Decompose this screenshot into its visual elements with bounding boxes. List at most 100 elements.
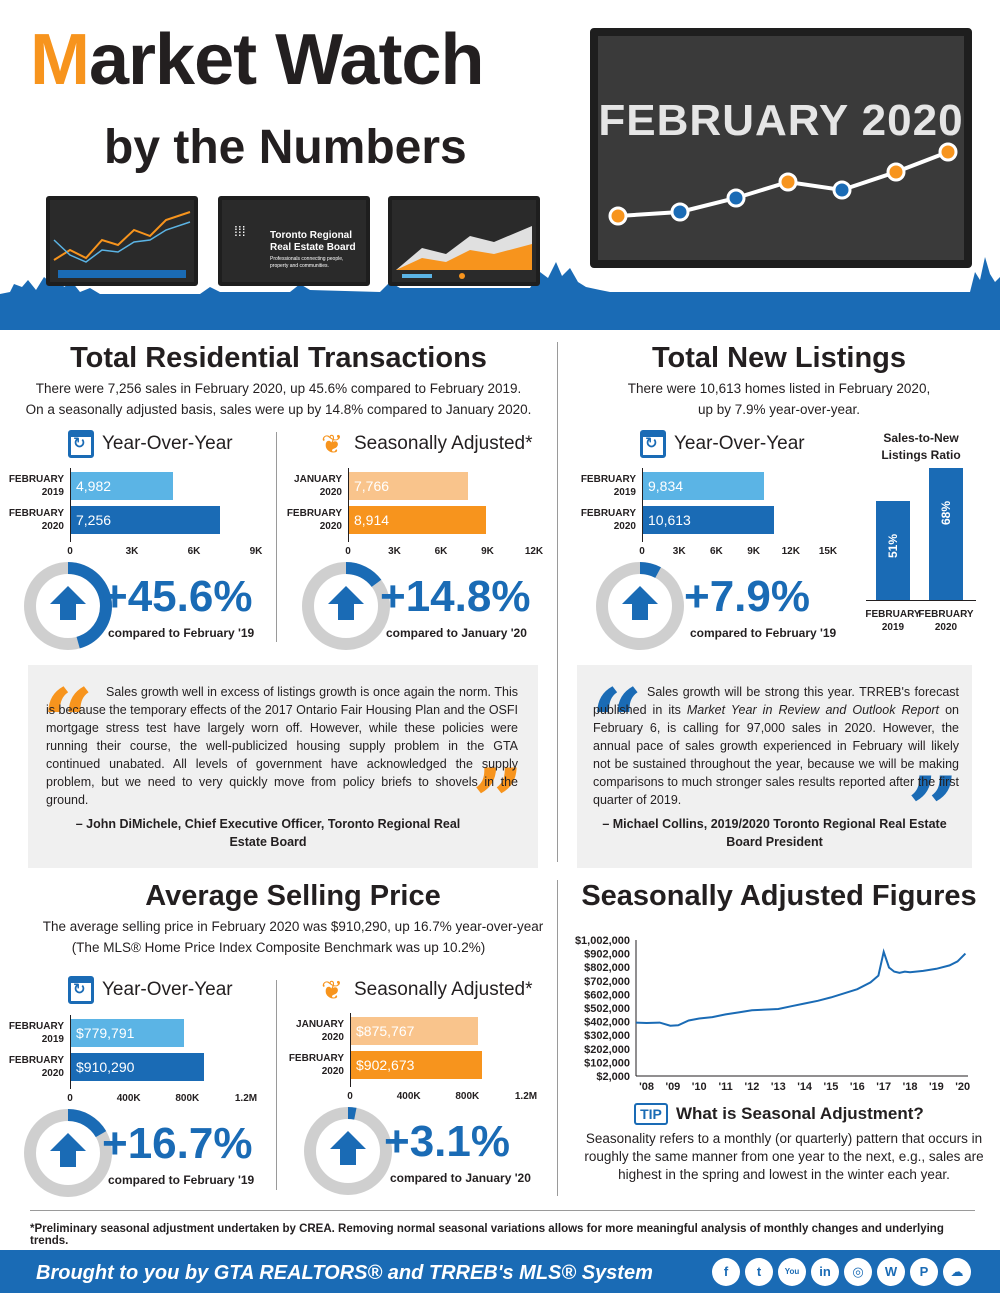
price-yoy-tick: 800K [175, 1093, 200, 1104]
transactions-yoy-row-label-line2: 2020 [41, 521, 64, 532]
listings-quote-italic: Market Year in Review and Outlook Report [686, 703, 940, 717]
listings-title: Total New Listings [651, 342, 907, 374]
price-yoy-row-label: FEBRUARY 2019 [2, 1020, 64, 1046]
monitor-area-chart [388, 196, 540, 286]
pinterest-icon[interactable]: P [910, 1258, 938, 1286]
tip-badge: TIP [634, 1103, 668, 1125]
transactions-yoy-donut [24, 562, 112, 650]
y-tick-label: $402,000 [584, 1017, 630, 1029]
price-yoy-percent: +16.7% [102, 1119, 253, 1168]
close-quote-icon: ” [472, 749, 524, 855]
listings-yoy-tick: 3K [672, 546, 686, 557]
listings-yoy-caption: compared to February '19 [690, 626, 837, 640]
transactions-sa-row-label: JANUARY 2020 [280, 473, 342, 499]
footnote: *Preliminary seasonal adjustment underta… [30, 1223, 944, 1247]
x-tick-label: '16 [850, 1081, 865, 1093]
y-tick-label: $902,000 [584, 949, 630, 961]
linkedin-icon[interactable]: in [811, 1258, 839, 1286]
x-tick-label: '13 [771, 1081, 786, 1093]
x-tick-label: '08 [639, 1081, 654, 1093]
price-yoy-caption: compared to February '19 [108, 1173, 255, 1187]
calendar-icon [68, 976, 94, 1004]
listings-yoy-tick: 9K [747, 546, 760, 557]
transactions-text-1: There were 7,256 sales in February 2020,… [35, 381, 522, 396]
price-yoy-row-label-line2: 2019 [41, 1034, 64, 1045]
listings-text-2: up by 7.9% year-over-year. [697, 402, 861, 417]
up-arrow-icon [330, 1131, 366, 1165]
ratio-label: FEBRUARY 2020 [917, 608, 975, 634]
price-yoy-row-label-line2: 2020 [41, 1068, 64, 1079]
city-skyline [0, 257, 1000, 322]
transactions-sa-bar: 8,914 [348, 506, 486, 534]
price-sa-donut [304, 1107, 392, 1195]
y-tick-label: $502,000 [584, 1003, 630, 1015]
price-text-2: (The MLS® Home Price Index Composite Ben… [71, 940, 486, 955]
transactions-yoy-row-label-line1: FEBRUARY [8, 474, 64, 485]
y-tick-label: $1,002,000 [575, 935, 630, 947]
price-sa-bar: $875,767 [350, 1017, 478, 1045]
transactions-sa-caption: compared to January '20 [386, 626, 527, 640]
transactions-sa-tick: 3K [388, 546, 401, 557]
price-yoy-tick: 0 [67, 1093, 73, 1104]
calendar-icon [640, 430, 666, 458]
transactions-yoy-bar: 4,982 [70, 472, 173, 500]
price-sa-heading-label: Seasonally Adjusted* [354, 979, 533, 1000]
listings-yoy-row-label: FEBRUARY 2020 [574, 507, 636, 533]
wordpress-icon[interactable]: W [877, 1258, 905, 1286]
price-sa-row-label: FEBRUARY 2020 [282, 1052, 344, 1078]
price-yoy-row-label-line1: FEBRUARY [8, 1055, 64, 1066]
y-tick-label: $202,000 [584, 1044, 630, 1056]
price-sa-tick: 1.2M [514, 1091, 538, 1102]
trreb-logo-line1: Toronto Regional [270, 230, 353, 241]
listings-quote-text: Sales growth will be strong this year. T… [593, 683, 959, 809]
transactions-sa-heading: ❦ Seasonally Adjusted* [318, 430, 532, 458]
monitor-trreb-logo: ⁞⁞⁞ Toronto Regional Real Estate Board P… [218, 196, 370, 286]
header-underline [0, 318, 1000, 330]
listings-quote-attribution: – Michael Collins, 2019/2020 Toronto Reg… [602, 817, 947, 849]
trreb-logo-line2: Real Estate Board [270, 242, 356, 253]
listings-yoy-heading-label: Year-Over-Year [674, 433, 805, 454]
transactions-yoy-tick: 9K [249, 546, 263, 557]
ratio-axis [866, 600, 976, 601]
soundcloud-icon[interactable]: ☁ [943, 1258, 971, 1286]
transactions-sa-donut-fill [302, 562, 390, 650]
transactions-sa-row-label-line2: 2020 [319, 521, 342, 532]
y-tick-label: $602,000 [584, 989, 630, 1001]
listings-text-1: There were 10,613 homes listed in Februa… [627, 381, 931, 396]
twitter-icon[interactable]: t [745, 1258, 773, 1286]
listings-yoy-row-label: FEBRUARY 2019 [574, 473, 636, 499]
open-quote-icon: “ [591, 669, 643, 775]
transactions-sa-row-label-line2: 2020 [319, 487, 342, 498]
monitor-stock-chart [46, 196, 198, 286]
y-tick-label: $102,000 [584, 1057, 630, 1069]
listings-quote-part1: Sales growth will be strong this year. T… [593, 685, 959, 717]
listings-yoy-bar: 9,834 [642, 472, 764, 500]
tip-text: Seasonality refers to a monthly (or quar… [584, 1131, 984, 1182]
trreb-tagline: Professionals connecting people, propert… [270, 256, 344, 269]
youtube-icon[interactable]: You [778, 1258, 806, 1286]
listings-yoy-row-label-line1: FEBRUARY [580, 474, 636, 485]
facebook-icon[interactable]: f [712, 1258, 740, 1286]
transactions-sa-row-label-line1: FEBRUARY [286, 508, 342, 519]
footer-text: Brought to you by GTA REALTORS® and TRRE… [36, 1262, 653, 1284]
instagram-icon[interactable]: ◎ [844, 1258, 872, 1286]
transactions-sa-percent: +14.8% [380, 572, 531, 621]
ratio-label: FEBRUARY 2019 [864, 608, 922, 634]
series-line [635, 948, 967, 1027]
transactions-yoy-donut-fill [24, 562, 112, 650]
stock-chart-graphic [53, 211, 191, 278]
listings-yoy-tick: 12K [781, 546, 800, 557]
transactions-yoy-row-label: FEBRUARY 2019 [2, 473, 64, 499]
up-arrow-icon [328, 586, 364, 620]
column-divider-top [557, 342, 558, 862]
y-tick-label: $702,000 [584, 976, 630, 988]
ratio-label-line1: FEBRUARY [918, 609, 974, 620]
ratio-bar [876, 501, 910, 600]
transactions-quote-box: “ ” Sales growth well in excess of listi… [28, 665, 538, 868]
hero-title-rest: arket Watch [88, 20, 484, 100]
price-text-1: The average selling price in February 20… [42, 919, 544, 934]
transactions-text-2: On a seasonally adjusted basis, sales we… [25, 402, 532, 417]
price-sa-row-label-line2: 2020 [321, 1066, 344, 1077]
price-sa-tick: 800K [455, 1091, 480, 1102]
transactions-yoy-percent: +45.6% [102, 572, 253, 621]
